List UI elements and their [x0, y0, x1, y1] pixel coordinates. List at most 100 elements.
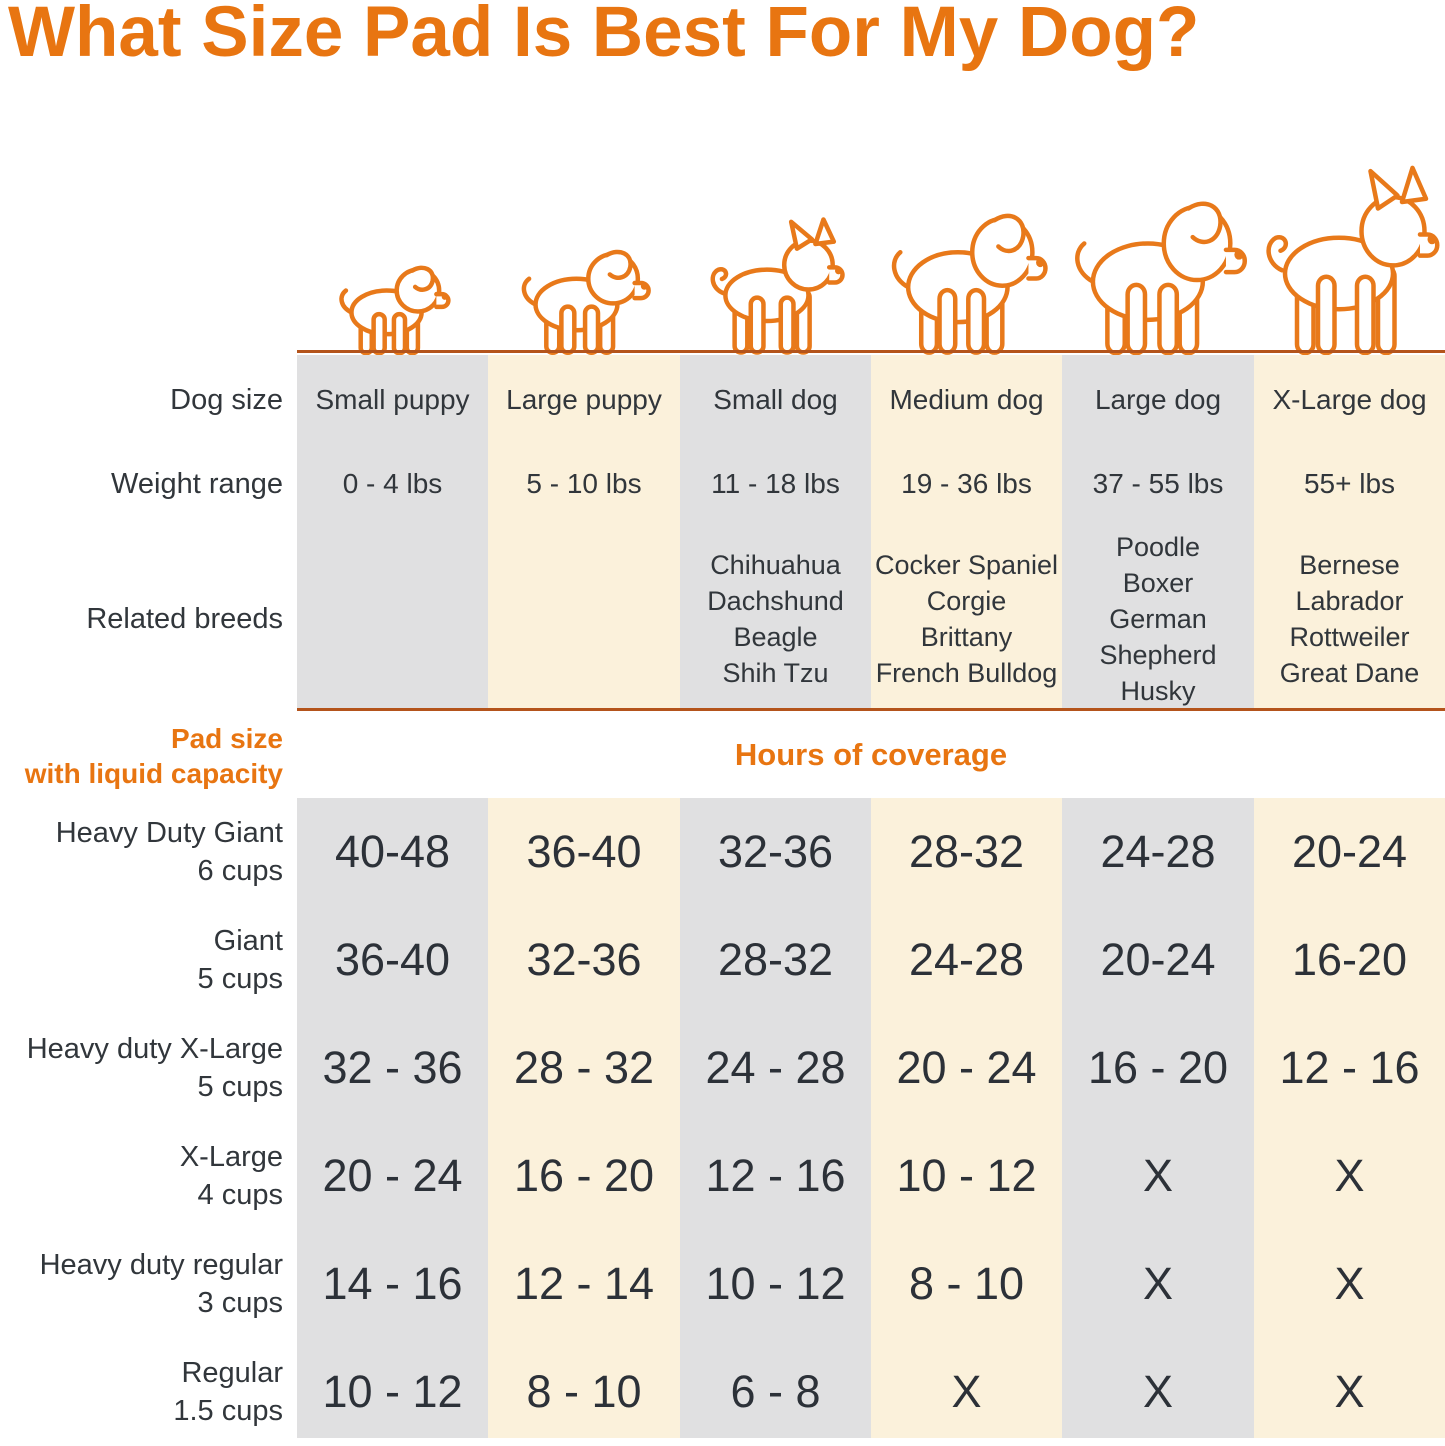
- coverage-cell: 24 - 28: [705, 1042, 846, 1093]
- column-bg: [1062, 355, 1254, 708]
- weight-range-cell: 19 - 36 lbs: [901, 468, 1032, 499]
- column-bg: [488, 355, 680, 708]
- dog-icon-x-large-dog: [1252, 163, 1445, 358]
- column-header-medium-dog: Medium dog: [889, 384, 1044, 415]
- coverage-cell: 40-48: [334, 826, 451, 877]
- weight-range-cell: 11 - 18 lbs: [711, 468, 840, 499]
- page-title: What Size Pad Is Best For My Dog?: [8, 0, 1200, 72]
- related-breeds-cell: Poodle Boxer German Shepherd Husky: [1062, 532, 1254, 706]
- related-breeds-cell: Cocker Spaniel Corgie Brittany French Bu…: [871, 532, 1062, 706]
- pad-size-label-line2: with liquid capacity: [24, 758, 283, 789]
- hours-of-coverage-heading: Hours of coverage: [734, 736, 1008, 772]
- row-label-related-breeds: Related breeds: [86, 602, 283, 635]
- coverage-cell: 20-24: [1291, 826, 1408, 877]
- pad-name: Heavy duty regular: [39, 1249, 283, 1281]
- coverage-cell: 32-36: [526, 934, 642, 985]
- coverage-cell: 12 - 16: [1279, 1042, 1420, 1093]
- coverage-cell: X: [951, 1366, 982, 1417]
- dog-icon-large-dog: [1064, 183, 1252, 358]
- pad-name: Regular: [181, 1357, 283, 1389]
- pad-capacity: 1.5 cups: [173, 1395, 283, 1427]
- pad-capacity: 3 cups: [197, 1287, 283, 1319]
- pad-name: Heavy duty X-Large: [26, 1033, 283, 1065]
- pad-capacity: 5 cups: [197, 963, 283, 995]
- coverage-cell: 32 - 36: [322, 1042, 463, 1093]
- row-label-dog-size: Dog size: [170, 384, 283, 416]
- coverage-cell: X: [1334, 1150, 1365, 1201]
- column-bg: [680, 355, 871, 708]
- column-bg: [871, 355, 1062, 708]
- column-bg: [297, 355, 488, 708]
- column-header-x-large-dog: X-Large dog: [1272, 384, 1427, 415]
- column-bg: [1254, 355, 1445, 708]
- column-header-large-puppy: Large puppy: [506, 384, 662, 415]
- coverage-cell: X: [1334, 1258, 1365, 1309]
- coverage-cell: X: [1334, 1366, 1365, 1417]
- coverage-cell: 6 - 8: [730, 1366, 821, 1417]
- column-bg: [1254, 798, 1445, 1438]
- breed: Bernese: [1299, 550, 1400, 580]
- breed: Cocker Spaniel: [874, 550, 1059, 580]
- weight-range-cell: 37 - 55 lbs: [1092, 468, 1224, 499]
- row-label-pad-size: Pad size with liquid capacity: [0, 714, 283, 798]
- column-bg: [871, 798, 1062, 1438]
- breed: Brittany: [920, 622, 1013, 652]
- pad-capacity: 5 cups: [197, 1071, 283, 1103]
- column-header-small-puppy: Small puppy: [315, 384, 470, 415]
- coverage-cell: 10 - 12: [705, 1258, 846, 1309]
- coverage-cell: 12 - 14: [513, 1258, 655, 1309]
- related-breeds-cell: Bernese Labrador Rottweiler Great Dane: [1254, 532, 1445, 706]
- breed: Rottweiler: [1289, 622, 1410, 652]
- breed: Dachshund: [707, 586, 844, 616]
- pad-name: Heavy Duty Giant: [55, 817, 283, 849]
- coverage-cell: 12 - 16: [705, 1150, 846, 1201]
- weight-range-cell: 0 - 4 lbs: [342, 468, 443, 499]
- pad-capacity: 4 cups: [197, 1179, 283, 1211]
- dog-icon-large-puppy: [514, 238, 654, 356]
- coverage-cell: X: [1142, 1258, 1173, 1309]
- breed: Great Dane: [1279, 658, 1420, 688]
- pad-row-label: X-Large 4 cups: [0, 1122, 283, 1230]
- pad-capacity: 6 cups: [197, 855, 283, 887]
- coverage-cell: 28-32: [908, 826, 1025, 877]
- dog-icon-medium-dog: [882, 197, 1052, 357]
- coverage-cell: 20 - 24: [322, 1150, 463, 1201]
- coverage-cell: 24-28: [908, 934, 1025, 985]
- ground-line: [297, 350, 1445, 353]
- column-header-small-dog: Small dog: [713, 384, 838, 415]
- pad-name: Giant: [213, 925, 283, 957]
- breed: Shih Tzu: [722, 658, 829, 688]
- section-separator-line: [297, 708, 1445, 711]
- coverage-cell: 16 - 20: [1087, 1042, 1229, 1093]
- coverage-cell: 20 - 24: [896, 1042, 1037, 1093]
- coverage-cell: X: [1142, 1366, 1173, 1417]
- coverage-cell: 16-20: [1291, 934, 1408, 985]
- breed: Husky: [1120, 676, 1196, 706]
- dog-icon-small-puppy: [333, 256, 453, 356]
- coverage-cell: 28 - 32: [513, 1042, 655, 1093]
- column-bg: [680, 798, 871, 1438]
- coverage-cell: 14 - 16: [322, 1258, 463, 1309]
- breed: French Bulldog: [875, 658, 1058, 688]
- related-breeds-cell: Chihuahua Dachshund Beagle Shih Tzu: [680, 532, 871, 706]
- breed: Corgie: [926, 586, 1007, 616]
- dog-icon-small-dog: [700, 216, 850, 356]
- weight-range-cell: 55+ lbs: [1303, 468, 1396, 499]
- coverage-cell: 16 - 20: [513, 1150, 655, 1201]
- coverage-cell: 36-40: [526, 826, 642, 877]
- coverage-cell: 36-40: [334, 934, 451, 985]
- breed: Beagle: [733, 622, 818, 652]
- coverage-cell: 24-28: [1100, 826, 1216, 877]
- coverage-cell: 32-36: [717, 826, 834, 877]
- breed: Boxer: [1122, 568, 1194, 598]
- column-header-large-dog: Large dog: [1094, 384, 1222, 415]
- coverage-cell: 20-24: [1100, 934, 1216, 985]
- weight-range-cell: 5 - 10 lbs: [526, 468, 642, 499]
- coverage-cell: 8 - 10: [908, 1258, 1025, 1309]
- column-bg: [1062, 798, 1254, 1438]
- breed: German Shepherd: [1099, 604, 1217, 670]
- breed: Chihuahua: [710, 550, 841, 580]
- pad-name: X-Large: [179, 1141, 283, 1173]
- column-bg: [297, 798, 488, 1438]
